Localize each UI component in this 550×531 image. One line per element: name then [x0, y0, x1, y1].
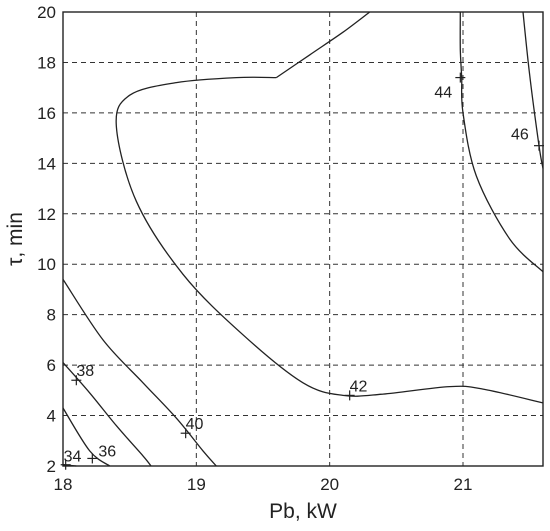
y-tick-labels: 2 4 6 8 10 12 14 16 18 20 [37, 3, 56, 476]
contour-label-38: 38 [76, 363, 94, 380]
x-tick-labels: 18 19 20 21 [54, 475, 473, 494]
contour-lines [62, 11, 544, 467]
y-axis-label: τ, min [4, 212, 27, 266]
contour-label-36: 36 [98, 443, 116, 460]
x-tick-label: 21 [454, 475, 473, 494]
y-tick-label: 12 [37, 205, 56, 224]
y-tick-label: 14 [37, 154, 56, 173]
contour-line-42 [115, 76, 544, 404]
contour-line-40 [62, 279, 217, 467]
contour-markers [60, 72, 544, 470]
contour-line-36 [62, 407, 111, 467]
x-axis-label: Pb, kW [269, 500, 337, 523]
contour-labels: 34 36 38 40 42 44 46 [64, 85, 529, 466]
x-tick-label: 20 [320, 475, 339, 494]
grid [63, 12, 543, 466]
x-tick-label: 18 [54, 475, 73, 494]
y-tick-label: 2 [47, 457, 56, 476]
contour-label-46: 46 [511, 127, 529, 144]
y-tick-label: 10 [37, 255, 56, 274]
plot-frame [62, 11, 544, 467]
contour-line-46 [522, 11, 544, 169]
contour-line-38 [62, 362, 152, 467]
y-tick-label: 20 [37, 3, 56, 22]
y-tick-label: 6 [47, 356, 56, 375]
contour-label-42: 42 [350, 378, 368, 395]
contour-label-44: 44 [434, 85, 452, 102]
contour-line-42 [275, 11, 371, 79]
contour-label-34: 34 [64, 449, 82, 466]
y-tick-label: 16 [37, 104, 56, 123]
contour-label-40: 40 [186, 416, 204, 433]
y-tick-label: 18 [37, 53, 56, 72]
contour-line-44 [459, 11, 544, 273]
y-tick-label: 4 [47, 407, 56, 426]
y-tick-label: 8 [47, 306, 56, 325]
x-tick-label: 19 [187, 475, 206, 494]
